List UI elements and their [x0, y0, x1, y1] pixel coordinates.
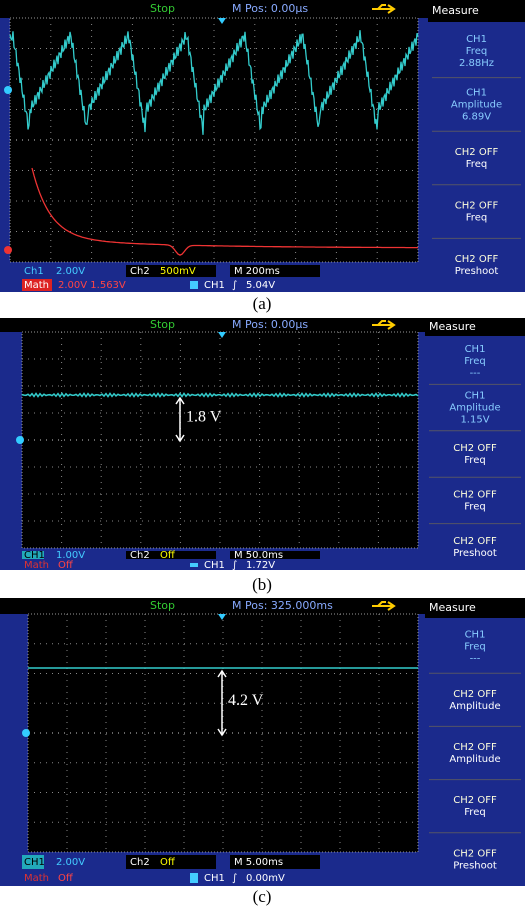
menu-item: CH2 OFF [453, 795, 497, 806]
math-value: Off [58, 560, 74, 571]
top-bar [0, 0, 428, 18]
trig-level: 1.72V [246, 560, 275, 571]
trig-level: 0.00mV [246, 873, 285, 884]
ch1-scale: 2.00V [56, 857, 85, 868]
annotation: 4.2 V [228, 692, 264, 709]
menu-item: Freq [464, 356, 485, 367]
menu-item: Amplitude [449, 754, 500, 765]
menu-item: CH2 OFF [453, 443, 497, 454]
ch2-marker [4, 246, 12, 254]
menu-item: CH2 OFF [453, 536, 497, 547]
ch1-marker [16, 436, 24, 444]
ch2-scale: 500mV [160, 266, 196, 277]
menu-item: CH2 OFF [453, 848, 497, 859]
menu-item: CH2 OFF [453, 489, 497, 500]
ch1: CH1 [24, 857, 45, 868]
menu-item: Amplitude [449, 701, 500, 712]
trig-slope: ∫ [232, 280, 237, 291]
menu-item: CH1 [466, 34, 487, 45]
menu-item: CH1 [465, 344, 486, 355]
trig-src: CH1 [204, 560, 225, 571]
menu-item: Freq [464, 501, 485, 512]
trig-icon [190, 281, 198, 289]
menu-item: CH1 [466, 87, 487, 98]
menu-item: 2.88Hz [459, 58, 494, 69]
caption: (c) [253, 887, 272, 906]
math-value: Off [58, 873, 74, 884]
math: Math [24, 560, 49, 571]
menu-item: Freq [466, 159, 487, 170]
ch2: Ch2 [130, 266, 150, 277]
time: M 200ms [234, 266, 280, 277]
menu-item: Amplitude [451, 99, 502, 110]
trig-slope: ∫ [232, 560, 237, 571]
status: Stop [150, 318, 175, 331]
menu-item: 1.15V [460, 415, 489, 426]
m-pos: M Pos: 0.00µs [232, 318, 308, 331]
menu-title: Measure [432, 4, 479, 17]
caption: (b) [252, 575, 272, 594]
figure: Stop M Pos: 0.00µs Ch1 2.00V Ch2 500mV M 200ms… [0, 0, 525, 908]
trig-src: CH1 [204, 280, 225, 291]
m-pos: M Pos: 0.00µs [232, 2, 308, 15]
menu-item: Preshoot [453, 548, 497, 559]
ch2: Ch2 [130, 857, 150, 868]
menu-item: Freq [464, 455, 485, 466]
annotation: 1.8 V [186, 409, 222, 426]
trig-level: 5.04V [246, 280, 275, 291]
menu-item: --- [470, 654, 481, 665]
ch1-marker [4, 86, 12, 94]
trig-slope: ∫ [232, 873, 237, 884]
ch2-scale: Off [160, 550, 176, 561]
top-bar [0, 598, 425, 614]
menu-item: Freq [464, 807, 485, 818]
menu-item: --- [470, 368, 481, 379]
ch1-marker [22, 729, 30, 737]
menu-item: CH2 OFF [453, 689, 497, 700]
menu-item: 6.89V [462, 111, 491, 122]
math-value: 2.00V 1.563V [58, 280, 126, 291]
menu-item: Freq [466, 46, 487, 57]
menu-item: Amplitude [449, 403, 500, 414]
menu-item: Freq [464, 642, 485, 653]
menu-title: Measure [429, 320, 476, 333]
status: Stop [150, 2, 175, 15]
menu-item: CH2 OFF [455, 201, 499, 212]
menu-item: CH2 OFF [453, 742, 497, 753]
menu-item: CH1 [465, 630, 486, 641]
menu-item: CH2 OFF [455, 147, 499, 158]
menu-title: Measure [429, 601, 476, 614]
ch1: Ch1 [24, 266, 44, 277]
menu-item: Preshoot [455, 266, 499, 277]
trig-src: CH1 [204, 873, 225, 884]
time: M 5.00ms [234, 857, 283, 868]
menu-item: CH2 OFF [455, 254, 499, 265]
ch1-scale: 2.00V [56, 266, 85, 277]
ch2-scale: Off [160, 857, 176, 868]
ch2: Ch2 [130, 550, 150, 561]
menu-item: Preshoot [453, 860, 497, 871]
math: Math [24, 873, 49, 884]
status: Stop [150, 599, 175, 612]
menu-item: CH1 [465, 391, 486, 402]
caption: (a) [253, 294, 272, 313]
math: Math [24, 280, 49, 291]
top-bar [0, 318, 425, 332]
m-pos: M Pos: 325.000ms [232, 599, 333, 612]
menu-item: Freq [466, 213, 487, 224]
trig-icon [190, 873, 198, 883]
trig-icon [190, 563, 198, 567]
